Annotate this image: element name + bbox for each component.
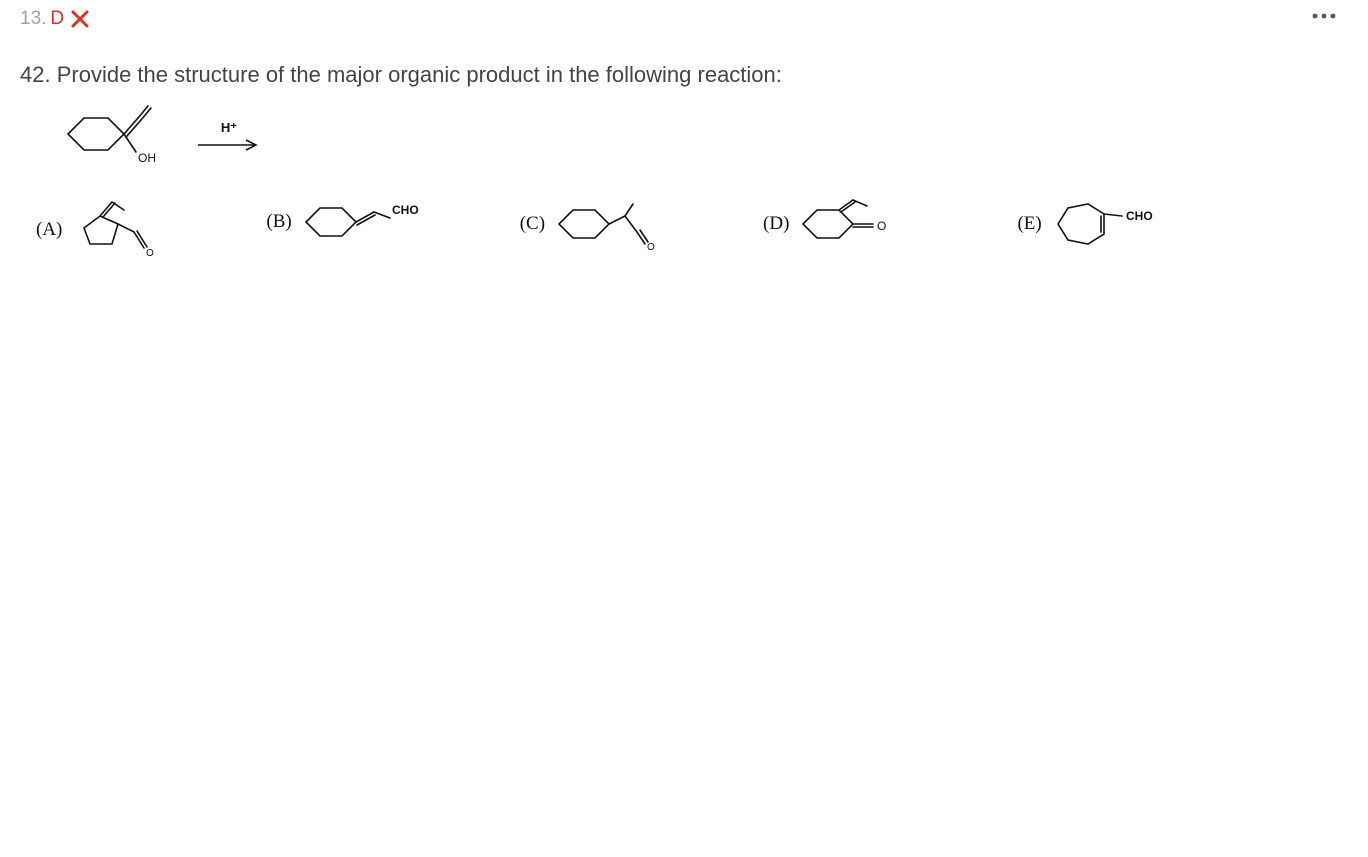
reagent-label: H⁺	[221, 120, 237, 136]
more-options-icon[interactable]	[1310, 6, 1348, 32]
choice-b-structure: CHO	[296, 194, 426, 250]
svg-text:O: O	[877, 219, 886, 233]
answer-choices-row: (A) O (B)	[0, 174, 1368, 266]
choice-a-label: (A)	[36, 219, 62, 241]
reaction-row: OH H⁺	[0, 88, 1368, 174]
svg-text:O: O	[647, 242, 655, 253]
header-row: 13. D	[0, 0, 1368, 32]
incorrect-x-icon	[70, 9, 90, 29]
choice-a[interactable]: (A) O	[36, 194, 162, 266]
choice-c-structure: O	[549, 194, 659, 254]
choice-c-label: (C)	[520, 213, 545, 235]
question-prompt: Provide the structure of the major organ…	[57, 62, 782, 87]
choice-b-cho-label: CHO	[392, 203, 419, 217]
reaction-arrow-block: H⁺	[196, 120, 262, 152]
choice-e[interactable]: (E) CHO	[1017, 194, 1175, 254]
choice-c[interactable]: (C) O	[520, 194, 659, 254]
choice-e-label: (E)	[1017, 213, 1041, 235]
choice-d-label: (D)	[763, 213, 789, 235]
svg-text:OH: OH	[138, 151, 156, 165]
choice-e-cho-label: CHO	[1126, 209, 1153, 223]
item-number: 13.	[20, 8, 46, 30]
choice-d-structure: O	[793, 194, 913, 254]
svg-text:O: O	[146, 248, 154, 259]
choice-e-structure: CHO	[1046, 194, 1176, 254]
reaction-arrow-icon	[196, 138, 262, 152]
choice-b[interactable]: (B) CHO	[266, 194, 425, 250]
choice-d[interactable]: (D) O	[763, 194, 913, 254]
choice-b-label: (B)	[266, 211, 291, 233]
given-answer-letter: D	[50, 8, 64, 30]
question-number: 42.	[20, 62, 51, 87]
starting-material-structure: OH	[56, 98, 166, 174]
choice-a-structure: O	[66, 194, 162, 266]
question-text-row: 42. Provide the structure of the major o…	[0, 32, 1368, 88]
